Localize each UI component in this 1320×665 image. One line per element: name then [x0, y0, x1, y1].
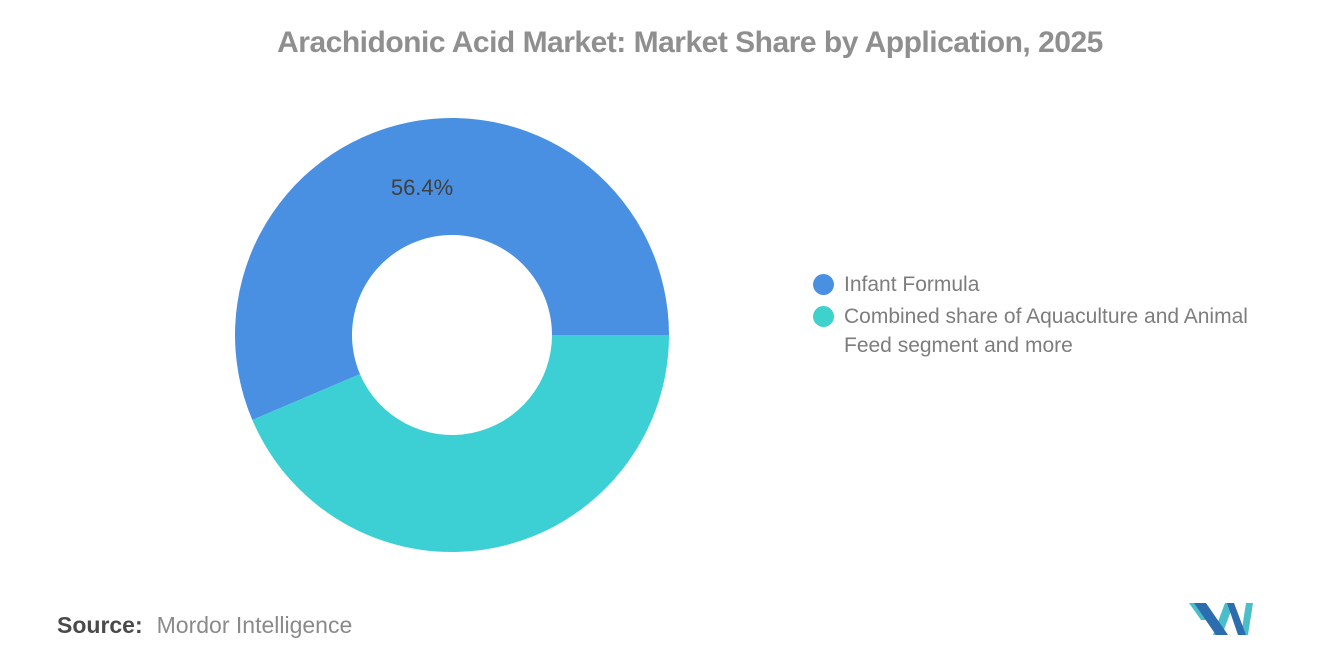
source-value: Mordor Intelligence	[156, 612, 353, 638]
legend-label-infant-formula: Infant Formula	[844, 273, 980, 296]
logo-blue-right-stroke	[1227, 603, 1246, 635]
source-attribution: Source: Mordor Intelligence	[57, 612, 352, 639]
mordor-intelligence-logo	[1189, 603, 1253, 635]
legend-item-infant-formula[interactable]: Infant Formula	[813, 270, 1284, 299]
legend-marker-infant-formula	[813, 274, 834, 295]
logo-blue-left-stroke	[1194, 603, 1228, 635]
source-label: Source:	[57, 612, 143, 638]
donut-slice-1[interactable]	[235, 118, 669, 420]
slice-data-label: 56.4%	[390, 175, 454, 201]
legend: Infant Formula Combined share of Aquacul…	[813, 270, 1284, 363]
donut-chart	[235, 118, 669, 553]
legend-label-combined-share: Combined share of Aquaculture and Animal…	[844, 305, 1248, 357]
donut-slice-2[interactable]	[252, 335, 669, 553]
legend-item-combined-share[interactable]: Combined share of Aquaculture and Animal…	[813, 302, 1284, 360]
legend-marker-combined-share	[813, 306, 834, 327]
logo-teal-right-bar	[1241, 603, 1253, 635]
chart-title: Arachidonic Acid Market: Market Share by…	[277, 26, 1103, 59]
